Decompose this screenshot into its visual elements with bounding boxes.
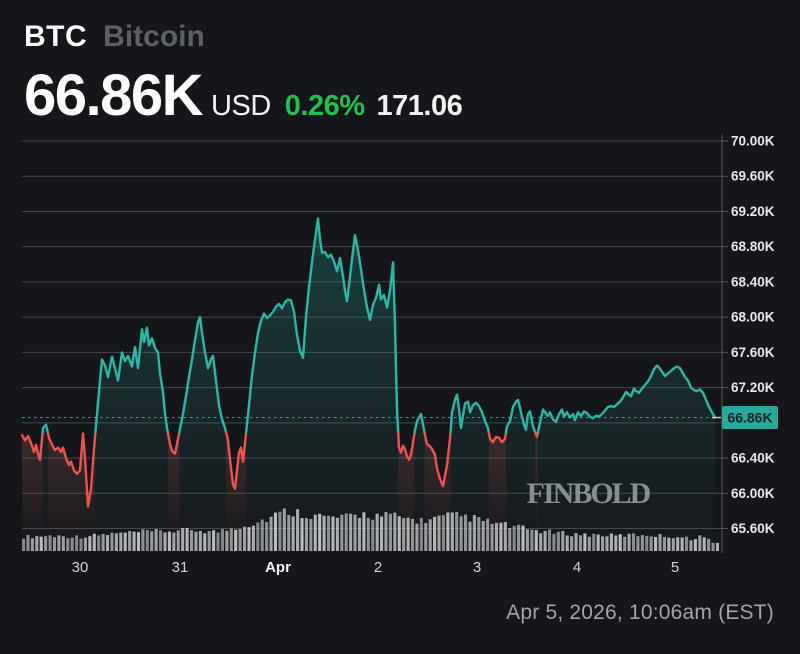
y-axis-label: 66.40K [731, 451, 775, 466]
price-area-fill-down [424, 432, 451, 551]
price-area-fill-down [535, 432, 538, 551]
y-axis-label: 68.80K [731, 239, 775, 254]
x-axis-label: 3 [473, 559, 481, 576]
asset-title-row: BTC Bitcoin [24, 20, 462, 54]
price-line-segment [536, 364, 717, 434]
price-line-segment [224, 431, 248, 491]
price-line-segment [20, 431, 44, 461]
price-line-segment [178, 315, 228, 434]
price-line-segment [94, 326, 169, 434]
price-line-segment [449, 393, 490, 434]
y-axis-label: 66.00K [731, 486, 775, 501]
price-line-segment [166, 431, 181, 455]
y-axis-label: 67.20K [731, 380, 775, 395]
asset-symbol: BTC [24, 20, 88, 53]
x-axis-label: 4 [573, 559, 581, 576]
price-area-fill-down [167, 432, 180, 551]
price-line-segment [397, 431, 416, 461]
x-axis-label: 2 [374, 559, 382, 576]
price-change-value: 171.06 [376, 90, 463, 122]
price-area-fill-down [398, 432, 415, 551]
price-line-segment [487, 431, 508, 444]
price-area-fill-down [22, 432, 43, 551]
price-line-segment [423, 431, 452, 488]
y-axis-label: 65.60K [731, 521, 775, 536]
y-axis-label: 68.00K [731, 310, 775, 325]
price-line-segment [46, 431, 97, 508]
price-change-percent: 0.26% [284, 90, 365, 122]
price-area-fill-down [47, 432, 96, 551]
y-axis-label: 70.00K [731, 134, 775, 149]
price-line-segment [504, 398, 537, 434]
y-axis-label: 68.40K [731, 274, 775, 289]
y-axis-label: 69.20K [731, 204, 775, 219]
current-price-badge [722, 406, 778, 430]
price-area-fill [22, 218, 715, 551]
volume-bar [715, 542, 720, 551]
price-line-segment [534, 431, 540, 439]
asset-name: Bitcoin [103, 20, 205, 53]
y-axis-label: 69.60K [731, 169, 775, 184]
price-row: 66.86K USD 0.26% 171.06 [24, 63, 463, 128]
y-axis-label: 67.60K [731, 345, 775, 360]
price-currency: USD [211, 90, 271, 122]
current-price-badge-label: 66.86K [727, 410, 772, 426]
chart-header: BTC Bitcoin 66.86K USD 0.26% 171.06 [24, 20, 463, 128]
chart-footer: Apr 5, 2026, 10:06am (EST) [506, 601, 774, 625]
x-axis-label: 31 [172, 559, 189, 576]
chart-timestamp: Apr 5, 2026, 10:06am (EST) [506, 601, 774, 624]
price-line-segment [41, 423, 49, 434]
current-price: 66.86K [24, 63, 204, 128]
price-line-segment [244, 217, 400, 434]
x-axis-label: 5 [671, 559, 679, 576]
price-area-fill-down [226, 432, 247, 551]
x-axis-label: Apr [265, 559, 291, 576]
price-area-fill-down [488, 432, 506, 551]
x-axis-label: 30 [72, 559, 89, 576]
